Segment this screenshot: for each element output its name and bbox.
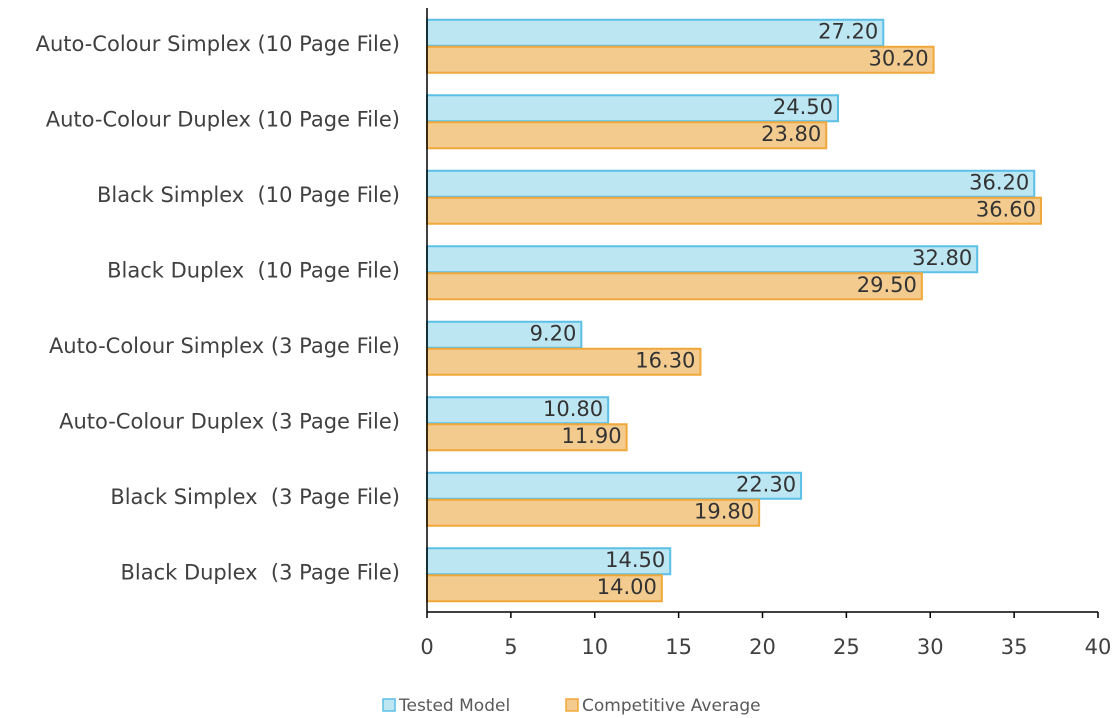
legend-swatch	[382, 698, 396, 712]
x-tick-label: 30	[917, 635, 944, 659]
data-label: 16.30	[635, 348, 695, 372]
data-label: 36.20	[969, 170, 1029, 194]
x-tick-label: 25	[833, 635, 860, 659]
x-tick-label: 35	[1001, 635, 1028, 659]
bar	[426, 245, 979, 274]
legend-label: Tested Model	[398, 696, 510, 716]
y-tick-label: Auto-Colour Duplex (10 Page File)	[46, 107, 400, 131]
data-label: 9.20	[530, 321, 577, 345]
data-label: 11.90	[561, 424, 621, 448]
bar	[426, 121, 828, 150]
data-label: 32.80	[912, 246, 972, 270]
data-label: 10.80	[543, 397, 603, 421]
legend-swatch	[565, 698, 579, 712]
y-tick-label: Black Simplex (3 Page File)	[110, 485, 400, 509]
y-tick-label: Auto-Colour Simplex (10 Page File)	[36, 32, 400, 56]
data-label: 36.60	[976, 197, 1036, 221]
bar	[426, 169, 1036, 198]
x-tick-label: 15	[665, 635, 692, 659]
data-label: 14.50	[605, 548, 665, 572]
bar	[426, 18, 885, 47]
bar	[426, 272, 923, 301]
bar	[426, 45, 935, 74]
y-tick-label: Auto-Colour Simplex (3 Page File)	[49, 334, 400, 358]
x-tick-label: 40	[1085, 635, 1112, 659]
data-label: 22.30	[736, 472, 796, 496]
legend-label: Competitive Average	[582, 696, 761, 716]
y-tick-label: Auto-Colour Duplex (3 Page File)	[59, 409, 400, 433]
data-label: 30.20	[868, 46, 928, 70]
y-tick-label: Black Duplex (10 Page File)	[107, 258, 400, 282]
bar	[426, 347, 702, 376]
x-tick-label: 10	[581, 635, 608, 659]
data-label: 23.80	[761, 122, 821, 146]
x-tick-label: 0	[420, 635, 433, 659]
x-tick-label: 20	[749, 635, 776, 659]
data-label: 27.20	[818, 19, 878, 43]
x-tick-label: 5	[504, 635, 517, 659]
data-label: 24.50	[773, 95, 833, 119]
data-label: 19.80	[694, 499, 754, 523]
data-label: 14.00	[597, 575, 657, 599]
y-tick-label: Black Simplex (10 Page File)	[97, 183, 400, 207]
bar	[426, 196, 1042, 225]
y-tick-label: Black Duplex (3 Page File)	[120, 560, 400, 584]
data-label: 29.50	[857, 273, 917, 297]
